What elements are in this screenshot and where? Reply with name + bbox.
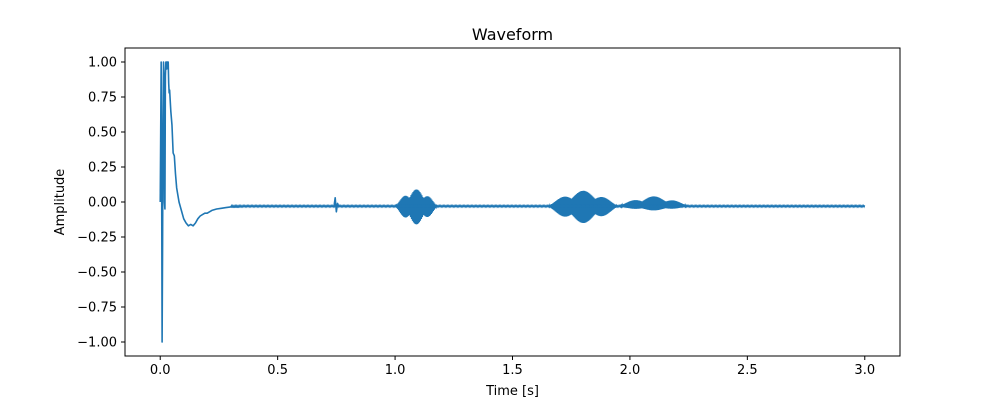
x-axis-label: Time [s] xyxy=(485,384,539,399)
x-tick-label: 0.5 xyxy=(267,363,288,378)
chart-title: Waveform xyxy=(472,25,553,44)
y-tick-label: −0.50 xyxy=(77,266,117,281)
y-tick-label: −1.00 xyxy=(77,336,117,351)
y-tick-label: 1.00 xyxy=(88,56,117,71)
x-ticks: 0.0 0.5 1.0 1.5 2.0 2.5 3.0 xyxy=(150,356,875,378)
series-layer xyxy=(159,61,866,343)
y-tick-label: 0.25 xyxy=(88,161,117,176)
x-tick-label: 1.5 xyxy=(502,363,523,378)
plot-area xyxy=(125,48,900,356)
y-tick-label: −0.75 xyxy=(77,301,117,316)
x-tick-label: 2.0 xyxy=(620,363,641,378)
y-tick-label: 0.00 xyxy=(88,196,117,211)
x-tick-label: 2.5 xyxy=(737,363,758,378)
y-tick-label: 0.50 xyxy=(88,126,117,141)
x-tick-label: 0.0 xyxy=(150,363,171,378)
y-ticks: 1.00 0.75 0.50 0.25 0.00 −0.25 −0.50 −0.75 −1.00 xyxy=(77,56,125,351)
waveform-ripple xyxy=(230,204,866,209)
y-tick-label: −0.25 xyxy=(77,231,117,246)
y-axis-label: Amplitude xyxy=(53,169,68,236)
x-tick-label: 1.0 xyxy=(385,363,406,378)
y-tick-label: 0.75 xyxy=(88,91,117,106)
x-tick-label: 3.0 xyxy=(854,363,875,378)
